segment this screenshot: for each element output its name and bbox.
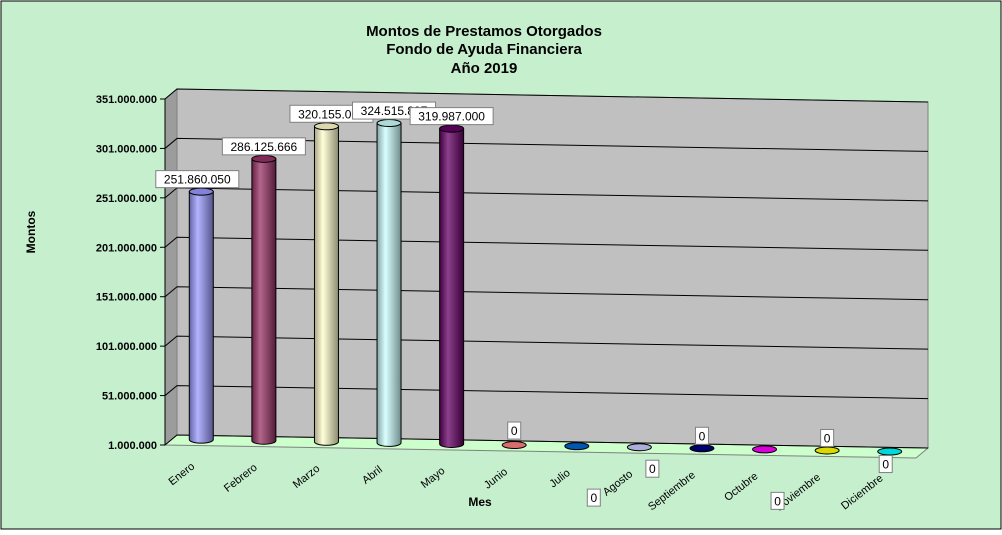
y-tick-label: 51.000.000 xyxy=(102,391,157,403)
data-label-box xyxy=(820,428,835,447)
data-label-text: 286.125.666 xyxy=(231,140,298,154)
data-label: 251.860.050 xyxy=(155,170,240,189)
y-tick-label: 201.000.000 xyxy=(96,242,157,254)
y-tick-label: 101.000.000 xyxy=(96,341,157,353)
data-label-text: 251.860.050 xyxy=(164,173,231,187)
bar-body xyxy=(251,158,277,445)
bar xyxy=(626,443,652,452)
data-label-box xyxy=(645,459,660,478)
bar xyxy=(376,119,402,447)
bar xyxy=(251,154,277,445)
gridline xyxy=(164,236,929,251)
bar-top xyxy=(752,445,778,454)
data-label-text: 320.155.000 xyxy=(298,107,365,121)
plot-side-wall xyxy=(164,87,178,447)
bar xyxy=(439,124,465,448)
bar-top xyxy=(689,444,715,453)
chart-title-line-1: Montos de Prestamos Otorgados xyxy=(366,23,602,40)
data-label: 286.125.666 xyxy=(221,137,306,156)
data-label: 0 xyxy=(820,428,835,447)
data-label: 0 xyxy=(694,426,709,445)
bar xyxy=(877,447,903,456)
bar-top xyxy=(814,446,840,455)
data-label-text: 0 xyxy=(824,431,831,445)
data-label: 0 xyxy=(878,455,893,474)
data-label-text: 0 xyxy=(882,458,889,472)
y-tick-label: 301.000.000 xyxy=(96,143,157,155)
bar xyxy=(564,442,590,451)
bar-top xyxy=(501,441,527,450)
data-label-text: 0 xyxy=(511,424,518,438)
bar-top xyxy=(188,187,214,196)
y-tick-label: 1.000.000 xyxy=(108,440,157,452)
data-label-box xyxy=(694,426,709,445)
bar-body xyxy=(439,128,465,448)
bar xyxy=(689,444,715,453)
data-label-box xyxy=(878,455,893,474)
data-label: 0 xyxy=(586,488,601,507)
gridline xyxy=(164,434,929,449)
gridline xyxy=(164,88,929,103)
data-label-box xyxy=(586,488,601,507)
chart-title-line-2: Fondo de Ayuda Financiera xyxy=(386,41,582,58)
y-tick-label: 151.000.000 xyxy=(96,292,157,304)
gridline xyxy=(164,286,929,301)
data-label-text: 0 xyxy=(649,462,656,476)
bar xyxy=(501,441,527,450)
data-label: 0 xyxy=(645,459,660,478)
bar xyxy=(814,446,840,455)
bar-body xyxy=(313,125,339,446)
data-label-box xyxy=(507,421,522,440)
data-label-text: 319.987.000 xyxy=(418,110,485,124)
bar xyxy=(188,187,214,444)
bar-top xyxy=(313,122,339,131)
data-label-box xyxy=(770,491,785,510)
y-tick-label: 251.000.000 xyxy=(96,193,157,205)
data-label: 0 xyxy=(770,491,785,510)
data-label-box xyxy=(409,107,494,126)
data-label-text: 0 xyxy=(590,491,597,505)
data-label-text: 0 xyxy=(699,429,706,443)
y-tick-label: 351.000.000 xyxy=(96,94,157,106)
y-axis-label: Montos xyxy=(24,210,38,253)
data-label: 319.987.000 xyxy=(409,107,494,126)
bar-top xyxy=(376,119,402,128)
x-axis-label: Mes xyxy=(468,495,492,509)
chart-title-line-3: Año 2019 xyxy=(451,60,518,77)
bar-top xyxy=(251,154,277,163)
bar-top xyxy=(877,447,903,456)
bar-top xyxy=(626,443,652,452)
bar xyxy=(313,122,339,446)
bar-body xyxy=(188,191,214,444)
gridline xyxy=(164,335,929,350)
bar-top xyxy=(564,442,590,451)
data-label-box xyxy=(221,137,306,156)
bar-body xyxy=(376,122,402,447)
bar-top xyxy=(439,124,465,133)
bar xyxy=(752,445,778,454)
gridline xyxy=(164,137,929,152)
data-label-text: 0 xyxy=(774,494,781,508)
data-label: 0 xyxy=(507,421,522,440)
data-label-box xyxy=(155,170,240,189)
gridline xyxy=(164,385,929,400)
